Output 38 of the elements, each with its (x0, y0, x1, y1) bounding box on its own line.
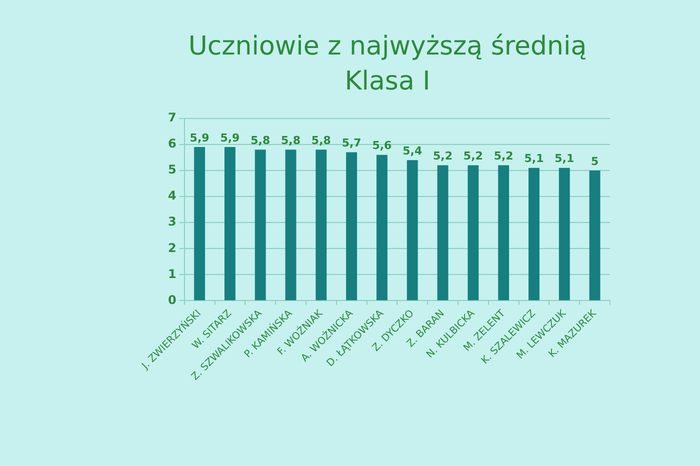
bar (437, 165, 448, 300)
bar (589, 170, 600, 300)
bar (558, 168, 570, 300)
y-tick-label: 7 (168, 110, 176, 125)
y-tick-label: 4 (168, 188, 176, 203)
data-label: 5,8 (250, 134, 270, 148)
data-label: 5,8 (281, 134, 301, 148)
data-label: 5,1 (554, 152, 574, 166)
chart-subtitle: Klasa I (344, 66, 430, 97)
y-tick-label: 0 (168, 292, 176, 307)
bar (406, 160, 418, 300)
bar (346, 152, 358, 300)
bar (194, 147, 206, 300)
bar (254, 150, 266, 300)
data-label: 5,2 (433, 150, 453, 163)
y-tick-label: 3 (168, 214, 176, 229)
data-label: 5,2 (494, 150, 514, 163)
data-label: 5 (590, 154, 599, 168)
data-label: 5,7 (342, 136, 362, 150)
bar (528, 168, 540, 300)
bar (316, 150, 327, 300)
data-label: 5,9 (220, 131, 240, 144)
bar (468, 165, 479, 300)
data-label: 5,4 (402, 144, 422, 158)
y-tick-label: 1 (168, 266, 176, 281)
y-tick-label: 2 (168, 240, 176, 255)
data-label: 5,9 (190, 131, 210, 144)
data-label: 5,2 (463, 150, 483, 163)
bar (285, 150, 296, 300)
bar (376, 154, 388, 300)
chart-title: Uczniowie z najwyższą średnią (188, 31, 587, 62)
y-tick-label: 6 (168, 136, 176, 151)
data-label: 5,6 (372, 139, 392, 152)
data-label: 5,8 (311, 134, 331, 148)
data-label: 5,1 (524, 152, 544, 166)
bar (224, 147, 236, 300)
bar (498, 165, 510, 300)
y-tick-label: 5 (168, 162, 176, 177)
